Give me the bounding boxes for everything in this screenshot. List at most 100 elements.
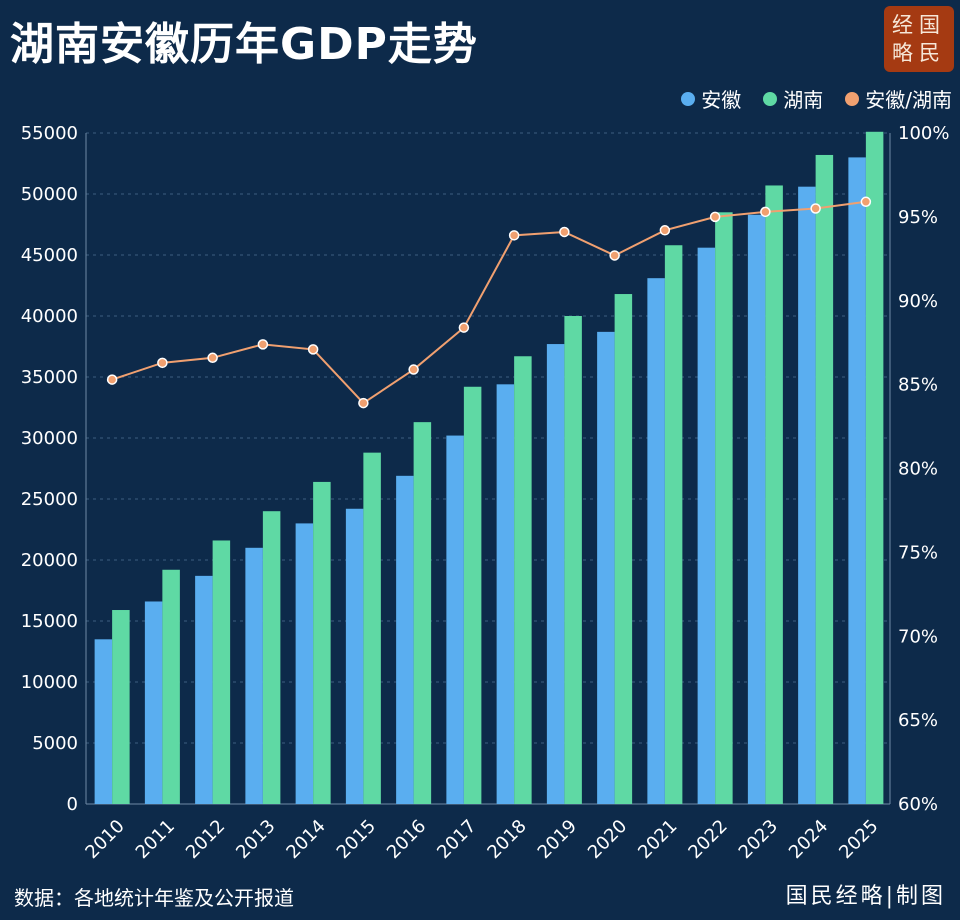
legend-item-hunan[interactable]: 湖南 <box>763 84 823 113</box>
y-tick-left-label: 35000 <box>21 367 78 388</box>
y-tick-left-label: 45000 <box>21 245 78 266</box>
bar-hunan <box>564 316 582 804</box>
y-tick-right-label: 85% <box>898 375 938 396</box>
x-tick-label: 2014 <box>282 816 329 863</box>
x-tick-label: 2023 <box>735 816 782 863</box>
legend-dot-ratio <box>845 91 860 106</box>
ratio-point <box>106 374 118 385</box>
x-tick-label: 2025 <box>835 816 882 863</box>
bar-hunan <box>262 511 281 804</box>
y-tick-right-label: 75% <box>898 542 938 563</box>
y-tick-left-label: 10000 <box>21 672 78 693</box>
y-tick-left-label: 20000 <box>21 550 78 571</box>
bar-hunan <box>463 386 482 804</box>
x-tick-label: 2010 <box>81 816 128 863</box>
x-tick-label: 2019 <box>534 816 581 863</box>
ratio-point <box>810 203 821 214</box>
bar-anhui <box>546 344 565 804</box>
y-tick-right-label: 95% <box>898 207 938 228</box>
ratio-point <box>257 339 269 350</box>
bar-anhui <box>345 508 364 804</box>
y-tick-right-label: 65% <box>898 710 938 731</box>
ratio-point <box>709 211 721 223</box>
y-tick-right-label: 90% <box>898 291 938 312</box>
y-tick-left-label: 15000 <box>21 611 78 632</box>
legend-item-anhui[interactable]: 安徽 <box>681 84 741 113</box>
y-tick-right-label: 100% <box>898 123 949 144</box>
ratio-point <box>358 397 369 409</box>
bar-hunan <box>765 185 783 804</box>
bar-anhui <box>94 639 113 804</box>
bar-hunan <box>865 131 884 804</box>
bar-hunan <box>212 540 231 804</box>
bar-anhui <box>597 331 615 804</box>
x-tick-label: 2012 <box>182 816 229 863</box>
ratio-point <box>659 225 671 236</box>
bar-hunan <box>313 481 331 804</box>
bar-anhui <box>798 186 816 804</box>
x-tick-label: 2013 <box>232 816 279 863</box>
bar-hunan <box>112 610 130 804</box>
bar-anhui <box>647 278 665 804</box>
bar-anhui <box>697 247 716 804</box>
x-tick-label: 2017 <box>433 816 480 863</box>
bar-anhui <box>446 435 464 804</box>
x-tick-label: 2021 <box>634 816 681 863</box>
x-tick-label: 2016 <box>383 816 430 863</box>
x-tick-label: 2024 <box>785 816 832 863</box>
legend-label-anhui: 安徽 <box>701 88 742 112</box>
y-tick-left-label: 50000 <box>21 184 78 205</box>
legend-label-hunan: 湖南 <box>783 88 824 112</box>
bar-hunan <box>162 569 180 804</box>
x-tick-label: 2011 <box>132 816 179 863</box>
x-tick-label: 2020 <box>584 816 631 863</box>
ratio-point <box>860 196 872 208</box>
bar-hunan <box>413 422 432 804</box>
bar-anhui <box>295 523 314 804</box>
legend-item-ratio[interactable]: 安徽/湖南 <box>845 84 952 113</box>
ratio-line <box>111 200 867 405</box>
ratio-point <box>609 250 620 261</box>
y-tick-right-label: 70% <box>898 626 938 647</box>
x-tick-label: 2015 <box>333 816 380 863</box>
data-source: 数据：各地统计年鉴及公开报道 <box>14 886 294 910</box>
y-tick-left-label: 30000 <box>21 428 78 449</box>
ratio-point <box>458 322 470 333</box>
bar-anhui <box>496 384 515 804</box>
legend-label-ratio: 安徽/湖南 <box>865 88 952 112</box>
bar-anhui <box>848 157 866 804</box>
bar-hunan <box>715 212 733 805</box>
ratio-point <box>408 364 419 375</box>
ratio-point <box>307 344 319 355</box>
legend-dot-anhui <box>681 91 696 106</box>
y-tick-right-label: 80% <box>898 459 938 480</box>
bar-hunan <box>514 356 532 804</box>
bar-hunan <box>363 452 381 804</box>
page-title: 湖南安徽历年GDP走势 <box>10 19 478 70</box>
bar-anhui <box>144 601 163 804</box>
ratio-point <box>157 357 168 369</box>
ratio-point <box>207 352 218 364</box>
chart-legend: 安徽 湖南 安徽/湖南 <box>681 84 952 113</box>
y-tick-left-label: 5000 <box>32 733 78 754</box>
ratio-point <box>559 226 570 238</box>
bar-hunan <box>664 245 683 805</box>
y-tick-left-label: 40000 <box>21 306 78 327</box>
bar-anhui <box>747 214 766 805</box>
x-tick-label: 2018 <box>483 816 530 863</box>
logo-badge: 经国略民 <box>884 6 954 72</box>
y-tick-left-label: 0 <box>67 794 78 815</box>
y-tick-left-label: 55000 <box>21 123 78 144</box>
x-tick-label: 2022 <box>684 816 731 863</box>
ratio-point <box>508 230 520 241</box>
bar-anhui <box>195 575 213 804</box>
bar-hunan <box>815 154 834 804</box>
bar-anhui <box>396 475 414 804</box>
chart-credit: 国民经略|制图 <box>785 884 946 909</box>
ratio-point <box>760 206 771 218</box>
y-tick-right-label: 60% <box>898 794 938 815</box>
bar-hunan <box>614 294 633 804</box>
legend-dot-hunan <box>763 91 778 106</box>
y-tick-left-label: 25000 <box>21 489 78 510</box>
